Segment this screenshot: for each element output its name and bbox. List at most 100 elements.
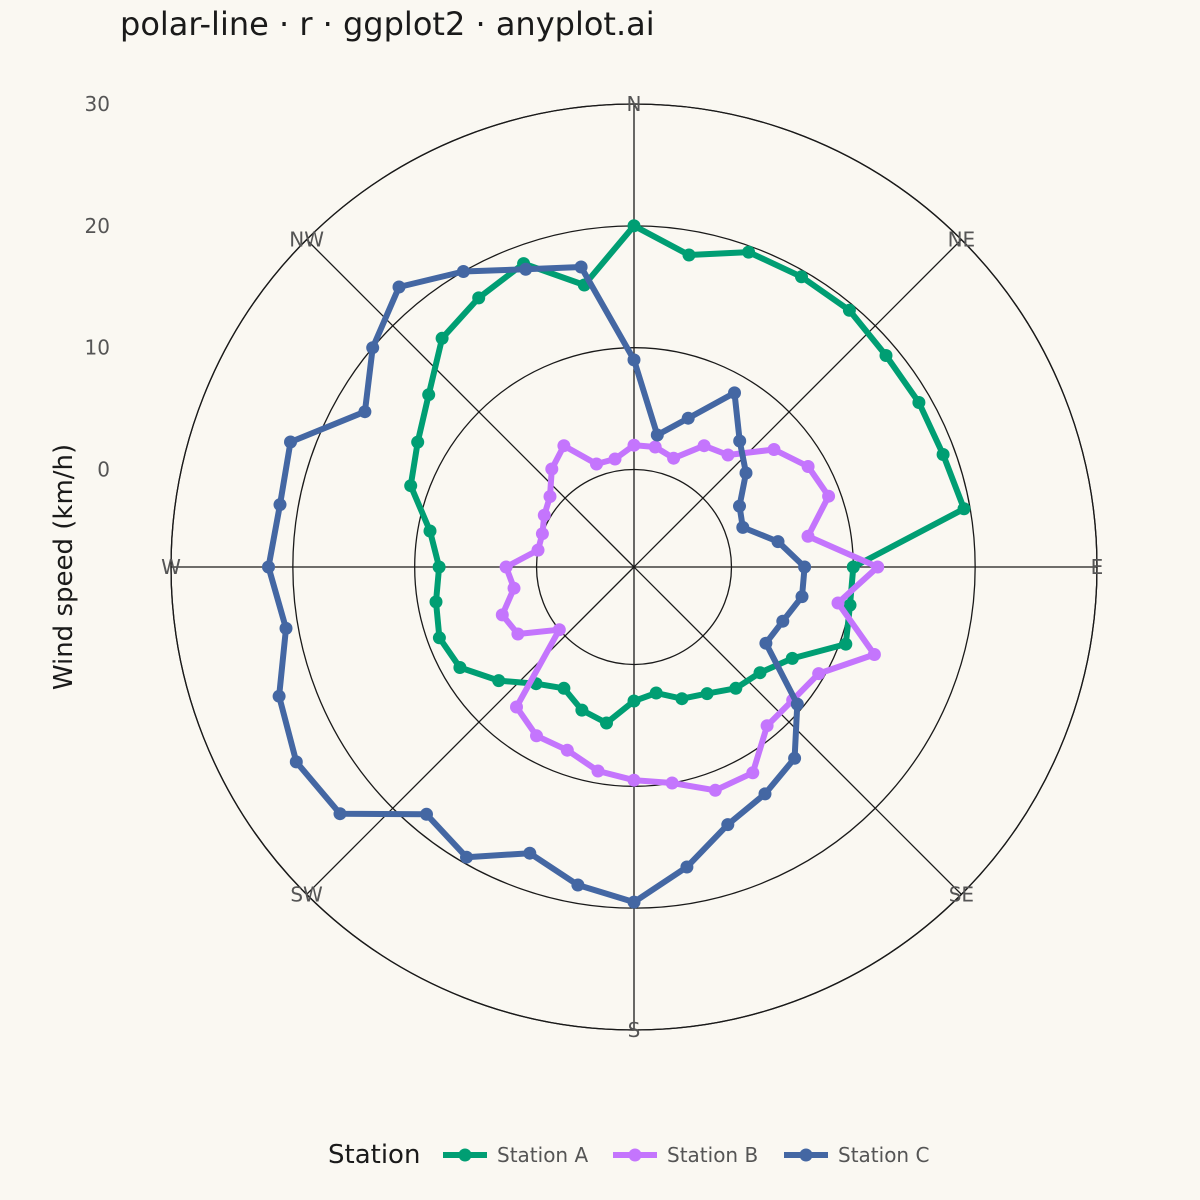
data-point: [523, 846, 537, 860]
data-point: [776, 614, 790, 628]
data-point: [795, 590, 809, 604]
data-point: [680, 860, 694, 874]
data-point: [392, 280, 406, 294]
data-point: [867, 648, 881, 661]
data-point: [543, 490, 557, 503]
data-point: [499, 560, 513, 574]
direction-label-n: N: [627, 92, 642, 116]
data-point: [627, 219, 641, 233]
data-point: [798, 560, 812, 574]
data-point: [333, 807, 347, 821]
data-point: [600, 716, 613, 730]
data-point: [366, 341, 380, 355]
data-point: [733, 499, 746, 513]
data-point: [771, 535, 785, 549]
data-point: [729, 681, 743, 695]
data-point: [530, 729, 543, 743]
data-point: [411, 435, 425, 449]
data-point: [429, 595, 443, 609]
direction-label-sw: SW: [290, 882, 323, 906]
data-point: [535, 527, 549, 541]
legend-keys: Station A Station B Station C: [443, 1143, 929, 1167]
data-point: [279, 621, 293, 635]
data-point: [753, 666, 767, 680]
data-point: [557, 681, 571, 695]
data-point: [627, 438, 641, 452]
direction-label-se: SE: [949, 882, 974, 906]
data-point: [839, 637, 853, 651]
data-point: [422, 388, 436, 402]
direction-label-nw: NW: [289, 228, 324, 252]
legend-label: Station A: [497, 1143, 588, 1167]
data-point: [627, 353, 641, 367]
data-point: [432, 560, 446, 574]
data-point: [697, 439, 711, 453]
data-point: [760, 719, 774, 733]
data-point: [519, 262, 533, 276]
direction-label-ne: NE: [948, 228, 976, 252]
data-point: [627, 773, 641, 787]
data-point: [788, 751, 802, 765]
data-point: [759, 636, 773, 650]
data-point: [495, 608, 509, 622]
data-point: [289, 755, 303, 769]
data-point: [758, 787, 772, 801]
y-tick-10: 10: [85, 336, 110, 360]
data-point: [574, 260, 588, 274]
direction-label-s: S: [628, 1018, 641, 1042]
data-point: [272, 689, 286, 703]
data-point: [871, 560, 885, 574]
direction-label-w: W: [161, 555, 181, 579]
data-point: [681, 411, 695, 425]
data-point: [456, 265, 470, 278]
data-point: [812, 667, 826, 681]
data-point: [795, 270, 808, 284]
series-line: [265, 264, 808, 906]
data-series: [262, 219, 971, 909]
data-point: [665, 776, 679, 790]
spoke-sw: [306, 566, 635, 895]
data-point: [545, 462, 559, 476]
data-point: [511, 627, 525, 641]
direction-label-e: E: [1091, 555, 1104, 579]
data-point: [435, 331, 449, 345]
data-point: [591, 764, 605, 778]
data-point: [801, 529, 815, 543]
data-point: [571, 878, 585, 892]
data-point: [557, 439, 571, 453]
data-point: [492, 674, 506, 688]
y-tick-30: 30: [85, 92, 110, 116]
y-tick-20: 20: [85, 214, 110, 238]
data-point: [846, 560, 860, 574]
data-point: [739, 466, 753, 480]
data-point: [420, 807, 433, 821]
data-point: [790, 697, 804, 711]
direction-labels: N NE E SE S SW W NW: [161, 92, 1103, 1042]
y-tick-0: 0: [97, 458, 110, 482]
legend-key-station-b: Station B: [613, 1143, 758, 1167]
legend-marker: [458, 1148, 472, 1162]
data-point: [912, 396, 926, 409]
data-point: [879, 349, 893, 362]
data-point: [560, 743, 574, 757]
y-axis-label: Wind speed (km/h): [49, 444, 79, 690]
data-point: [608, 452, 622, 466]
data-point: [432, 631, 446, 645]
legend-key-station-c: Station C: [784, 1143, 929, 1167]
legend-title: Station: [328, 1140, 420, 1170]
data-point: [627, 694, 641, 708]
data-point: [801, 460, 815, 473]
data-point: [552, 623, 566, 637]
data-point: [700, 687, 714, 701]
data-point: [575, 703, 589, 717]
data-point: [675, 692, 689, 706]
data-point: [627, 895, 641, 909]
series-station-a: [404, 219, 971, 730]
data-point: [404, 479, 418, 493]
data-point: [767, 443, 781, 456]
data-point: [284, 435, 297, 449]
data-point: [822, 489, 836, 503]
data-point: [650, 428, 664, 442]
data-point: [733, 434, 747, 448]
